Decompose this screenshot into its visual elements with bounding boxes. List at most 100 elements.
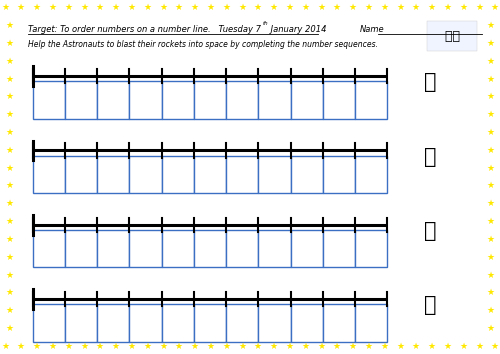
Text: ★: ★ bbox=[159, 3, 167, 12]
Text: ★: ★ bbox=[444, 3, 452, 12]
Bar bbox=[323, 156, 355, 193]
Text: ★: ★ bbox=[5, 235, 13, 244]
Text: ★: ★ bbox=[475, 342, 483, 351]
Text: Target: To order numbers on a number line.   Tuesday 7: Target: To order numbers on a number lin… bbox=[28, 25, 260, 34]
Bar bbox=[355, 81, 388, 119]
Bar bbox=[323, 81, 355, 119]
Bar bbox=[226, 304, 258, 342]
Text: ★: ★ bbox=[396, 3, 404, 12]
Text: ★: ★ bbox=[286, 3, 294, 12]
Bar bbox=[290, 304, 323, 342]
Bar bbox=[258, 81, 290, 119]
Bar bbox=[290, 81, 323, 119]
Bar bbox=[97, 81, 130, 119]
Text: ★: ★ bbox=[254, 3, 262, 12]
Text: ★: ★ bbox=[487, 324, 495, 333]
Bar bbox=[194, 156, 226, 193]
Text: ★: ★ bbox=[380, 3, 388, 12]
Bar bbox=[226, 81, 258, 119]
Text: ★: ★ bbox=[5, 306, 13, 315]
Text: ★: ★ bbox=[64, 3, 72, 12]
Bar bbox=[290, 156, 323, 193]
Text: ★: ★ bbox=[238, 342, 246, 351]
Bar bbox=[194, 230, 226, 267]
Text: ★: ★ bbox=[428, 342, 436, 351]
Text: ★: ★ bbox=[48, 3, 56, 12]
Text: ★: ★ bbox=[32, 342, 41, 351]
Text: ★: ★ bbox=[159, 342, 167, 351]
Text: ★: ★ bbox=[317, 342, 325, 351]
Text: ★: ★ bbox=[96, 342, 104, 351]
Text: ★: ★ bbox=[487, 39, 495, 48]
Text: ★: ★ bbox=[96, 3, 104, 12]
Text: ★: ★ bbox=[487, 306, 495, 315]
Text: ★: ★ bbox=[190, 342, 199, 351]
Bar bbox=[355, 230, 388, 267]
Bar bbox=[258, 230, 290, 267]
Text: ★: ★ bbox=[254, 342, 262, 351]
Text: ★: ★ bbox=[487, 21, 495, 30]
Bar bbox=[428, 21, 478, 51]
Text: 🚀: 🚀 bbox=[424, 72, 436, 92]
Text: ★: ★ bbox=[487, 181, 495, 190]
Text: ★: ★ bbox=[487, 288, 495, 297]
Text: ★: ★ bbox=[5, 164, 13, 173]
Text: ★: ★ bbox=[5, 75, 13, 84]
Text: ★: ★ bbox=[487, 199, 495, 208]
Text: ★: ★ bbox=[80, 3, 88, 12]
Bar bbox=[355, 304, 388, 342]
Text: ★: ★ bbox=[5, 253, 13, 262]
Text: Name: Name bbox=[360, 25, 384, 34]
Bar bbox=[355, 156, 388, 193]
Text: 🧑‍🚀: 🧑‍🚀 bbox=[445, 30, 460, 42]
Bar bbox=[323, 230, 355, 267]
Text: ★: ★ bbox=[270, 3, 278, 12]
Text: ★: ★ bbox=[5, 39, 13, 48]
Text: Help the Astronauts to blast their rockets into space by completing the number s: Help the Astronauts to blast their rocke… bbox=[28, 40, 378, 49]
Bar bbox=[162, 304, 194, 342]
Text: ★: ★ bbox=[175, 3, 183, 12]
Text: ★: ★ bbox=[333, 3, 341, 12]
Text: ★: ★ bbox=[5, 324, 13, 333]
Text: ★: ★ bbox=[380, 342, 388, 351]
Text: ★: ★ bbox=[444, 342, 452, 351]
Text: ★: ★ bbox=[5, 217, 13, 226]
Bar bbox=[130, 81, 162, 119]
Text: ★: ★ bbox=[301, 342, 310, 351]
Text: ★: ★ bbox=[1, 342, 9, 351]
Bar bbox=[65, 156, 97, 193]
Text: ★: ★ bbox=[128, 342, 136, 351]
Text: ★: ★ bbox=[364, 342, 372, 351]
Text: ★: ★ bbox=[301, 3, 310, 12]
Bar bbox=[97, 304, 130, 342]
Text: ★: ★ bbox=[5, 199, 13, 208]
Text: ★: ★ bbox=[487, 270, 495, 279]
Text: ★: ★ bbox=[1, 3, 9, 12]
Bar bbox=[226, 230, 258, 267]
Text: ★: ★ bbox=[412, 3, 420, 12]
Text: ★: ★ bbox=[487, 235, 495, 244]
Text: January 2014: January 2014 bbox=[268, 25, 326, 34]
Bar bbox=[194, 304, 226, 342]
Bar bbox=[97, 156, 130, 193]
Text: ★: ★ bbox=[175, 342, 183, 351]
Text: ★: ★ bbox=[48, 342, 56, 351]
Text: ★: ★ bbox=[128, 3, 136, 12]
Bar bbox=[65, 230, 97, 267]
Bar bbox=[258, 156, 290, 193]
Text: ★: ★ bbox=[270, 342, 278, 351]
Text: ★: ★ bbox=[333, 342, 341, 351]
Text: th: th bbox=[263, 21, 268, 26]
Bar bbox=[162, 81, 194, 119]
Text: ★: ★ bbox=[286, 342, 294, 351]
Text: ★: ★ bbox=[112, 3, 120, 12]
Text: ★: ★ bbox=[80, 342, 88, 351]
Text: ★: ★ bbox=[190, 3, 199, 12]
Text: 🚀: 🚀 bbox=[424, 295, 436, 315]
Text: ★: ★ bbox=[487, 128, 495, 137]
Text: ★: ★ bbox=[5, 21, 13, 30]
Text: ★: ★ bbox=[317, 3, 325, 12]
Bar bbox=[32, 81, 65, 119]
Bar bbox=[290, 230, 323, 267]
Text: ★: ★ bbox=[17, 342, 25, 351]
